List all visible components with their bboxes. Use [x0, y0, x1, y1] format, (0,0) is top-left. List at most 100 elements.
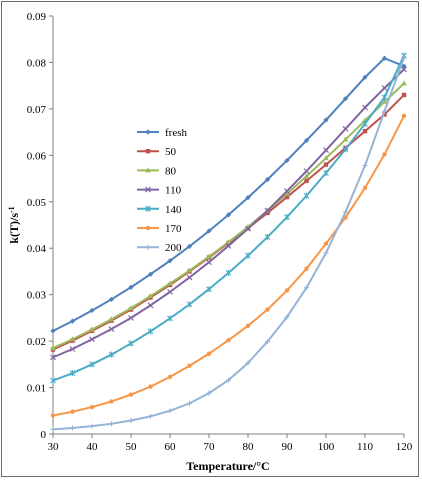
series-110	[50, 66, 407, 361]
data-point	[50, 345, 56, 351]
data-point	[342, 96, 349, 102]
data-point	[284, 190, 290, 196]
data-point	[401, 80, 407, 86]
data-point	[109, 421, 114, 427]
legend-swatch-marker	[145, 129, 151, 135]
data-point	[381, 94, 388, 101]
data-point	[148, 413, 153, 419]
data-point	[206, 286, 212, 293]
data-point	[225, 242, 232, 249]
data-point	[128, 392, 134, 397]
data-point	[108, 296, 115, 302]
data-point	[167, 288, 173, 295]
y-tick-label: 0.07	[27, 104, 47, 116]
legend-item-fresh: fresh	[137, 127, 187, 139]
data-point	[226, 377, 231, 383]
data-point	[187, 400, 192, 406]
x-tick-label: 90	[282, 441, 294, 453]
x-tick-label: 100	[318, 441, 335, 453]
data-point	[362, 74, 368, 80]
data-point	[342, 125, 349, 132]
data-point	[128, 418, 134, 424]
data-point	[284, 157, 290, 164]
x-tick-label: 70	[204, 441, 216, 453]
data-point	[401, 92, 407, 98]
y-tick-label: 0.09	[27, 11, 47, 23]
y-tick-label: 0.04	[27, 243, 47, 255]
legend-item-200: 200	[137, 242, 182, 254]
legend-swatch-marker	[145, 149, 151, 154]
y-axis-title-main: k(T)/s	[7, 213, 21, 244]
legend-item-110: 110	[137, 185, 182, 197]
data-point	[342, 136, 349, 142]
data-point	[226, 337, 231, 343]
data-point	[265, 339, 270, 345]
legend-swatch-marker	[145, 205, 151, 212]
data-point	[69, 336, 76, 342]
y-tick-label: 0.02	[27, 336, 46, 348]
y-tick-label: 0.05	[27, 197, 47, 209]
data-point	[323, 155, 329, 161]
legend-item-140: 140	[137, 204, 182, 216]
x-tick-label: 80	[243, 441, 255, 453]
data-point	[342, 146, 349, 153]
data-point	[128, 314, 134, 321]
data-point	[284, 194, 290, 200]
x-tick-label: 30	[48, 441, 60, 453]
data-point	[147, 328, 154, 335]
data-point	[167, 280, 173, 286]
data-point	[206, 259, 212, 266]
y-tick-label: 0.03	[27, 290, 47, 302]
data-point	[401, 66, 407, 73]
data-point	[50, 413, 56, 418]
legend-label: 200	[165, 242, 182, 254]
data-point	[70, 425, 75, 431]
data-point	[70, 409, 75, 414]
x-tick-label: 40	[87, 441, 99, 453]
data-point	[69, 370, 76, 377]
data-point	[89, 307, 95, 314]
legend-label: 140	[165, 204, 182, 216]
series-170	[50, 113, 407, 418]
data-point	[167, 315, 173, 322]
series-line-170	[52, 115, 405, 417]
legend-label: 80	[165, 165, 177, 177]
data-point	[362, 128, 368, 134]
data-point	[128, 284, 134, 290]
data-point	[108, 326, 115, 332]
data-point	[147, 302, 154, 309]
series-line-fresh	[52, 57, 405, 332]
data-point	[323, 117, 329, 123]
data-point	[284, 188, 290, 195]
data-point	[303, 137, 310, 144]
data-point	[109, 399, 114, 404]
data-point	[401, 55, 407, 61]
series-layer	[50, 52, 407, 432]
legend: fresh 50 80 110 140 170 200	[137, 127, 187, 254]
data-point	[69, 346, 76, 352]
data-point	[108, 351, 115, 358]
data-point	[186, 274, 193, 281]
data-point	[128, 340, 134, 347]
data-point	[284, 288, 290, 293]
data-point	[225, 212, 232, 218]
data-point	[382, 152, 387, 157]
data-point	[304, 266, 309, 271]
data-point	[303, 168, 310, 175]
data-point	[108, 316, 115, 322]
x-tick-label: 50	[126, 441, 138, 453]
legend-item-170: 170	[137, 223, 182, 235]
legend-item-50: 50	[137, 146, 177, 158]
data-point	[382, 112, 387, 117]
y-tick-label: 0.06	[27, 150, 47, 162]
legend-label: fresh	[165, 127, 187, 139]
data-point	[323, 250, 329, 256]
data-point	[50, 426, 56, 432]
y-tick-label: 0.01	[27, 383, 46, 395]
data-point	[186, 301, 193, 308]
axes	[52, 16, 404, 435]
data-point	[50, 328, 56, 334]
data-point	[186, 267, 193, 273]
